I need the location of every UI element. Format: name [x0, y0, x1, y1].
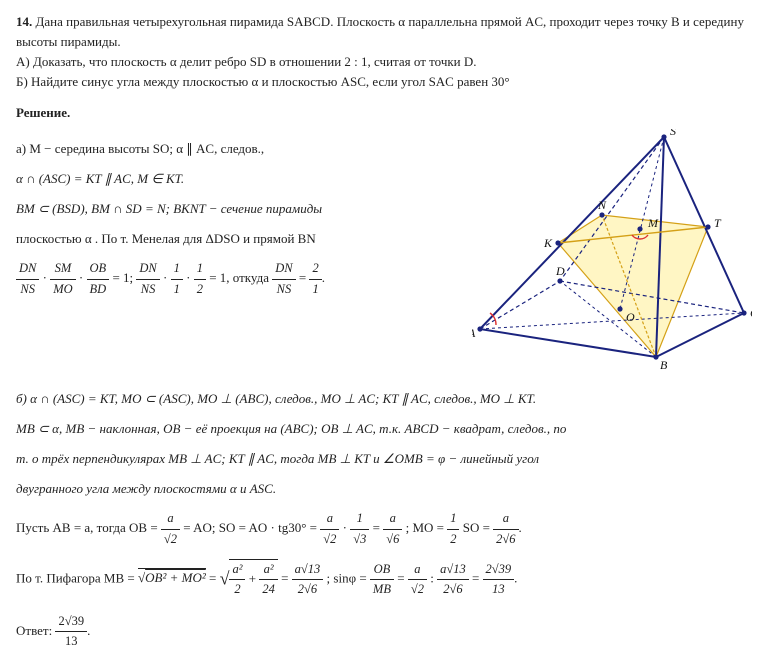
svg-text:C: C: [750, 306, 752, 320]
problem-part-b: Б) Найдите синус угла между плоскостью α…: [16, 74, 510, 89]
sol-a-line-1: а) M − середина высоты SO; α ∥ AC, следо…: [16, 139, 464, 159]
problem-statement: 14. Дана правильная четырехугольная пира…: [16, 12, 752, 93]
svg-text:A: A: [472, 326, 476, 340]
sol-b-line-4: двугранного угла между плоскостями α и A…: [16, 479, 752, 499]
sol-a-line-5: DNNS · SMMO · OBBD = 1; DNNS · 11 · 12 =…: [16, 259, 464, 299]
svg-text:K: K: [543, 236, 553, 250]
problem-part-a: А) Доказать, что плоскость α делит ребро…: [16, 54, 477, 69]
svg-text:T: T: [714, 216, 722, 230]
svg-text:D: D: [555, 264, 565, 278]
sol-a-line-2: α ∩ (ASC) = KT ∥ AC, M ∈ KT.: [16, 169, 464, 189]
svg-text:M: M: [647, 216, 659, 230]
answer: Ответ: 2√3913.: [16, 612, 752, 652]
sol-b-line-2: MB ⊂ α, MB − наклонная, OB − её проекция…: [16, 419, 752, 439]
problem-text: Дана правильная четырехугольная пирамида…: [16, 14, 744, 49]
sol-a-line-3: BM ⊂ (BSD), BM ∩ SD = N; BKNT − сечение …: [16, 199, 464, 219]
problem-number: 14.: [16, 14, 32, 29]
answer-label: Ответ:: [16, 623, 52, 638]
svg-text:N: N: [597, 198, 607, 212]
sol-a-line-4: плоскостью α . По т. Менелая для ΔDSO и …: [16, 229, 464, 249]
svg-text:S: S: [670, 129, 676, 138]
sol-pif: По т. Пифагора MB = √OB² + MO² = √ a²2 +…: [16, 559, 752, 600]
svg-text:B: B: [660, 358, 668, 372]
diagram-panel: S A B C D O M K N T: [472, 129, 752, 379]
answer-value: 2√3913: [55, 612, 87, 652]
sol-let-ab: Пусть AB = a, тогда OB = a√2 = AO; SO = …: [16, 509, 752, 549]
pyramid-diagram: S A B C D O M K N T: [472, 129, 752, 379]
sol-b-line-1: б) α ∩ (ASC) = KT, MO ⊂ (ASC), MO ⊥ (ABC…: [16, 389, 752, 409]
solution-left-column: а) M − середина высоты SO; α ∥ AC, следо…: [16, 129, 464, 379]
svg-text:O: O: [626, 310, 635, 324]
solution-heading: Решение.: [16, 103, 752, 123]
sol-b-line-3: т. о трёх перпендикулярах MB ⊥ AC; KT ∥ …: [16, 449, 752, 469]
